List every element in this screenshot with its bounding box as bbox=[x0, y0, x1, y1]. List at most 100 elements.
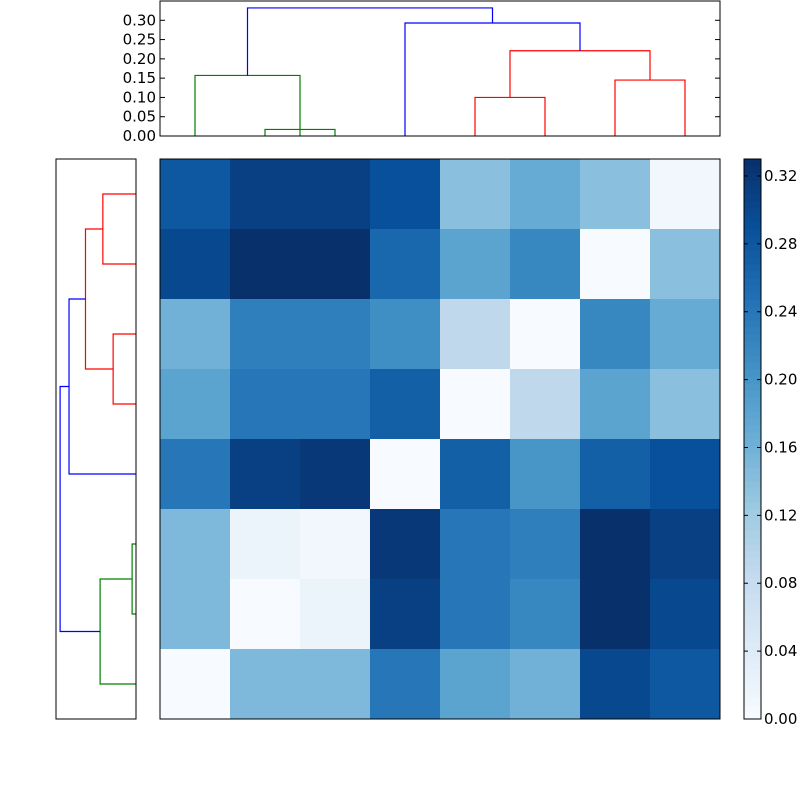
colorbar-segment bbox=[744, 698, 761, 706]
heatmap-cell bbox=[440, 159, 511, 230]
top-dendrogram-link bbox=[194, 74, 301, 136]
heatmap-cell bbox=[510, 439, 581, 510]
heatmap-cell bbox=[440, 649, 511, 720]
heatmap-cell bbox=[370, 159, 441, 230]
colorbar-tick-label: 0.04 bbox=[764, 642, 797, 660]
colorbar-segment bbox=[744, 712, 761, 720]
colorbar-segment bbox=[744, 453, 761, 461]
colorbar-segment bbox=[744, 285, 761, 293]
colorbar-segment bbox=[744, 439, 761, 447]
colorbar-segment bbox=[744, 229, 761, 237]
heatmap-cell bbox=[650, 369, 721, 440]
heatmap-cell bbox=[370, 369, 441, 440]
heatmap-cell bbox=[510, 509, 581, 580]
heatmap-cell bbox=[160, 439, 231, 510]
heatmap-cell bbox=[580, 369, 651, 440]
colorbar-tick-label: 0.08 bbox=[764, 574, 797, 592]
y-tick-label: 0.25 bbox=[123, 31, 156, 49]
heatmap-cell bbox=[160, 299, 231, 370]
heatmap-cell bbox=[440, 229, 511, 300]
heatmap-cell bbox=[370, 649, 441, 720]
colorbar-segment bbox=[744, 180, 761, 188]
colorbar-segment bbox=[744, 474, 761, 482]
colorbar-tick-label: 0.32 bbox=[764, 167, 797, 185]
heatmap-cell bbox=[580, 159, 651, 230]
colorbar-segment bbox=[744, 607, 761, 615]
colorbar-segment bbox=[744, 460, 761, 468]
colorbar-segment bbox=[744, 649, 761, 657]
colorbar-segment bbox=[744, 159, 761, 167]
colorbar-segment bbox=[744, 166, 761, 174]
heatmap-cell bbox=[230, 649, 301, 720]
colorbar-segment bbox=[744, 194, 761, 202]
colorbar-segment bbox=[744, 642, 761, 650]
colorbar-segment bbox=[744, 243, 761, 251]
colorbar-tick-label: 0.20 bbox=[764, 371, 797, 389]
heatmap-cell bbox=[230, 159, 301, 230]
colorbar-segment bbox=[744, 271, 761, 279]
left-dendrogram bbox=[55, 158, 137, 720]
y-tick-label: 0.30 bbox=[123, 11, 156, 29]
heatmap-cell bbox=[580, 649, 651, 720]
heatmap-cell bbox=[370, 439, 441, 510]
heatmap-cell bbox=[230, 299, 301, 370]
colorbar-segment bbox=[744, 572, 761, 580]
colorbar-segment bbox=[744, 523, 761, 531]
colorbar-segment bbox=[744, 355, 761, 363]
top-dendrogram-link bbox=[509, 50, 651, 98]
left-dendrogram-link bbox=[131, 543, 136, 615]
heatmap-cell bbox=[300, 579, 371, 650]
heatmap-cell bbox=[160, 369, 231, 440]
colorbar-segment bbox=[744, 635, 761, 643]
colorbar-segment bbox=[744, 187, 761, 195]
heatmap-cell bbox=[650, 649, 721, 720]
heatmap-cell bbox=[580, 299, 651, 370]
colorbar-segment bbox=[744, 705, 761, 713]
colorbar-segment bbox=[744, 495, 761, 503]
colorbar-segment bbox=[744, 614, 761, 622]
top-dendrogram-link bbox=[404, 22, 581, 136]
colorbar-segment bbox=[744, 362, 761, 370]
colorbar-segment bbox=[744, 341, 761, 349]
colorbar-segment bbox=[744, 264, 761, 272]
heatmap-cell bbox=[650, 299, 721, 370]
left-dendrogram-link bbox=[68, 298, 136, 475]
colorbar-segment bbox=[744, 397, 761, 405]
colorbar-segment bbox=[744, 488, 761, 496]
left-dendrogram-link bbox=[99, 578, 136, 685]
heatmap-cell bbox=[370, 579, 441, 650]
colorbar-segment bbox=[744, 467, 761, 475]
heatmap-cell bbox=[650, 439, 721, 510]
heatmap-cell bbox=[510, 579, 581, 650]
colorbar-tick-label: 0.16 bbox=[764, 438, 797, 456]
colorbar-tick-label: 0.24 bbox=[764, 303, 797, 321]
colorbar-segment bbox=[744, 250, 761, 258]
left-dendrogram-frame bbox=[55, 158, 137, 720]
colorbar-segment bbox=[744, 313, 761, 321]
colorbar-segment bbox=[744, 334, 761, 342]
colorbar-segment bbox=[744, 502, 761, 510]
heatmap-matrix bbox=[159, 158, 721, 720]
heatmap-cell bbox=[440, 369, 511, 440]
colorbar-segment bbox=[744, 376, 761, 384]
heatmap-cell bbox=[650, 509, 721, 580]
colorbar-segment bbox=[744, 656, 761, 664]
heatmap-cell bbox=[370, 229, 441, 300]
colorbar-segment bbox=[744, 425, 761, 433]
colorbar-segment bbox=[744, 222, 761, 230]
left-dendrogram-link bbox=[112, 333, 136, 405]
heatmap-cell bbox=[510, 299, 581, 370]
top-dendrogram-link bbox=[246, 7, 494, 76]
colorbar-segment bbox=[744, 418, 761, 426]
heatmap-cell bbox=[650, 579, 721, 650]
heatmap-cell bbox=[300, 509, 371, 580]
heatmap-cell bbox=[300, 229, 371, 300]
heatmap-cell bbox=[510, 649, 581, 720]
heatmap-cell bbox=[230, 509, 301, 580]
heatmap-cell bbox=[300, 159, 371, 230]
heatmap-cell bbox=[160, 649, 231, 720]
colorbar-tick-label: 0.28 bbox=[764, 235, 797, 253]
colorbar-segment bbox=[744, 215, 761, 223]
heatmap-cell bbox=[160, 509, 231, 580]
